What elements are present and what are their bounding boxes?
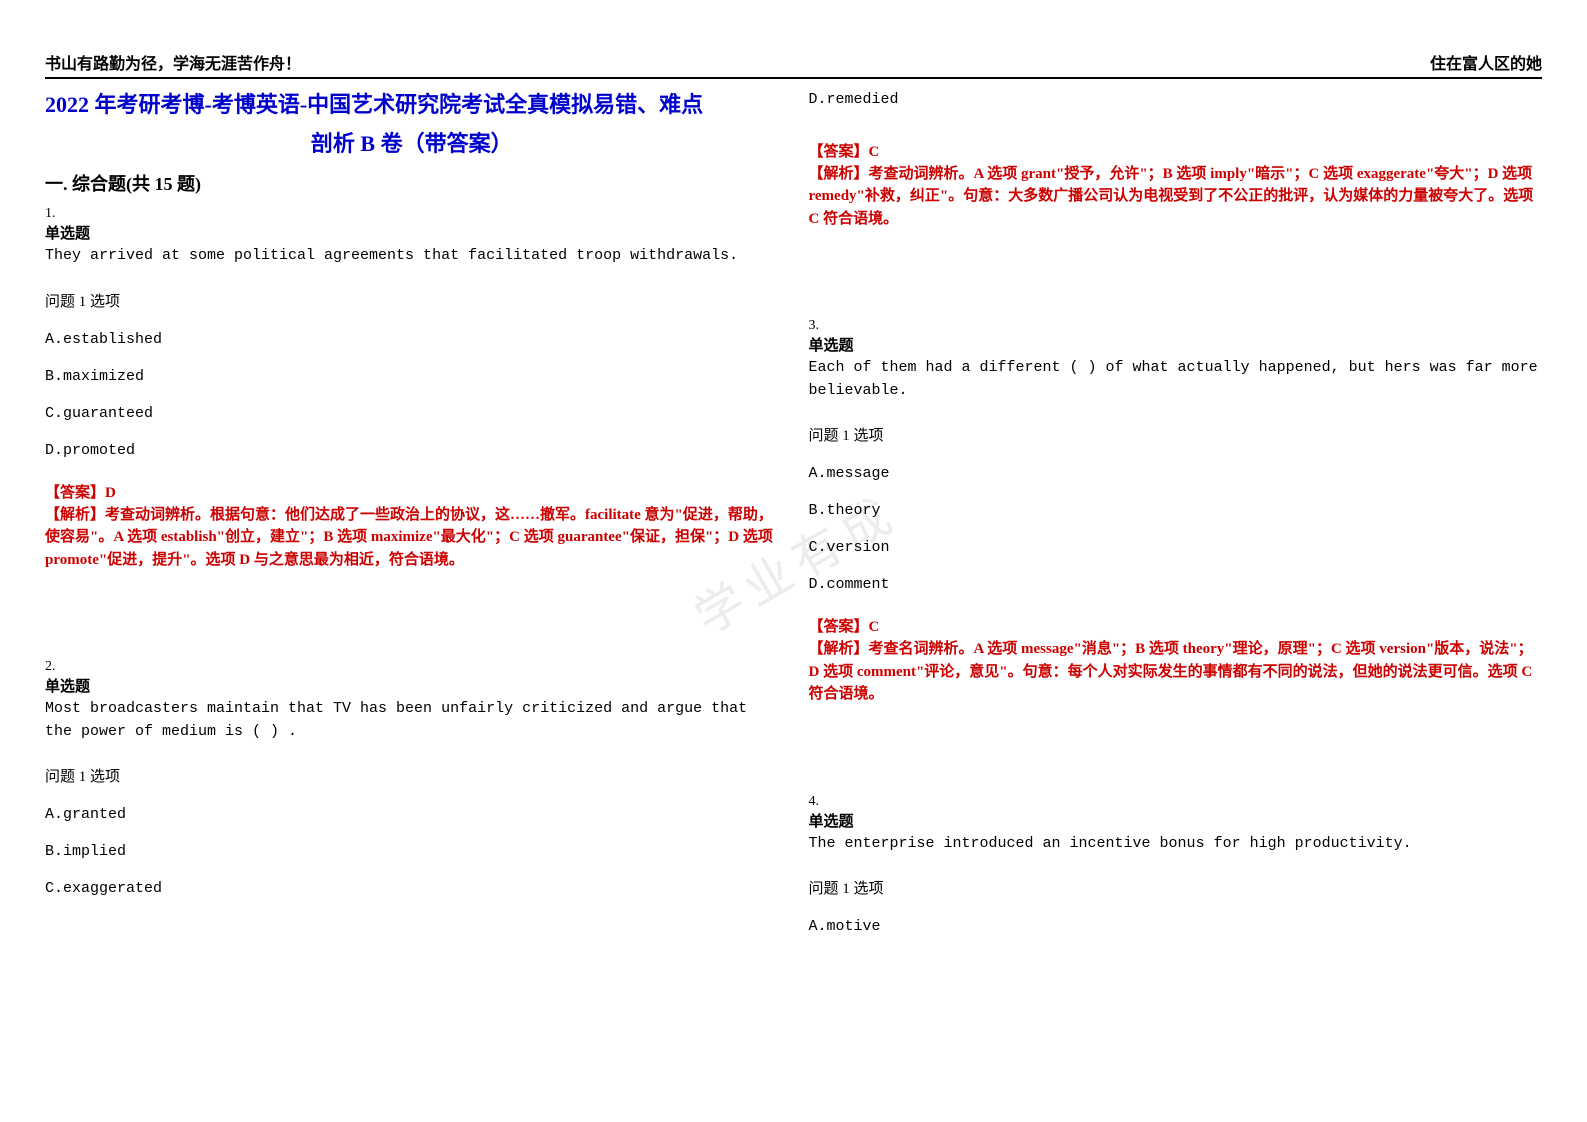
- q1-number: 1.: [45, 206, 779, 222]
- q1-type: 单选题: [45, 222, 779, 243]
- q3-answer-block: 【答案】C 【解析】考查名词辨析。A 选项 message"消息"；B 选项 t…: [809, 615, 1543, 706]
- q3-option-d: D.comment: [809, 576, 1543, 593]
- q2-option-c: C.exaggerated: [45, 880, 779, 897]
- page-content: 书山有路勤为径，学海无涯苦作舟！ 住在富人区的她 2022 年考研考博-考博英语…: [45, 50, 1542, 935]
- q1-option-d: D.promoted: [45, 442, 779, 459]
- q3-text: Each of them had a different ( ) of what…: [809, 357, 1543, 402]
- q1-option-c: C.guaranteed: [45, 405, 779, 422]
- q4-type: 单选题: [809, 810, 1543, 831]
- q1-answer-block: 【答案】D 【解析】考查动词辨析。根据句意：他们达成了一些政治上的协议，这……撤…: [45, 481, 779, 572]
- q1-option-heading: 问题 1 选项: [45, 290, 779, 311]
- q2-option-d: D.remedied: [809, 89, 1543, 112]
- q1-option-a: A.established: [45, 331, 779, 348]
- q4-text: The enterprise introduced an incentive b…: [809, 833, 1543, 856]
- exam-title-line2: 剖析 B 卷（带答案）: [45, 126, 779, 158]
- q1-answer-label: 【答案】D: [45, 481, 779, 502]
- q2-explanation: 【解析】考查动词辨析。A 选项 grant"授予，允许"；B 选项 imply"…: [809, 163, 1543, 231]
- header-left-text: 书山有路勤为径，学海无涯苦作舟！: [45, 50, 301, 74]
- q2-option-heading: 问题 1 选项: [45, 765, 779, 786]
- right-column: D.remedied 【答案】C 【解析】考查动词辨析。A 选项 grant"授…: [809, 87, 1543, 935]
- q2-option-b: B.implied: [45, 843, 779, 860]
- page-header: 书山有路勤为径，学海无涯苦作舟！ 住在富人区的她: [45, 50, 1542, 79]
- q3-answer-label: 【答案】C: [809, 615, 1543, 636]
- q2-answer-block: 【答案】C 【解析】考查动词辨析。A 选项 grant"授予，允许"；B 选项 …: [809, 140, 1543, 231]
- two-column-layout: 2022 年考研考博-考博英语-中国艺术研究院考试全真模拟易错、难点 剖析 B …: [45, 87, 1542, 935]
- q3-type: 单选题: [809, 334, 1543, 355]
- q1-option-b: B.maximized: [45, 368, 779, 385]
- q2-type: 单选题: [45, 675, 779, 696]
- q3-explanation: 【解析】考查名词辨析。A 选项 message"消息"；B 选项 theory"…: [809, 638, 1543, 706]
- header-right-text: 住在富人区的她: [1430, 50, 1542, 74]
- q2-number: 2.: [45, 659, 779, 675]
- q3-number: 3.: [809, 318, 1543, 334]
- q1-explanation: 【解析】考查动词辨析。根据句意：他们达成了一些政治上的协议，这……撤军。faci…: [45, 504, 779, 572]
- q4-number: 4.: [809, 794, 1543, 810]
- q4-option-a: A.motive: [809, 918, 1543, 935]
- left-column: 2022 年考研考博-考博英语-中国艺术研究院考试全真模拟易错、难点 剖析 B …: [45, 87, 779, 935]
- q3-option-b: B.theory: [809, 502, 1543, 519]
- q1-text: They arrived at some political agreement…: [45, 245, 779, 268]
- section-heading: 一. 综合题(共 15 题): [45, 170, 779, 196]
- q3-option-a: A.message: [809, 465, 1543, 482]
- q4-option-heading: 问题 1 选项: [809, 877, 1543, 898]
- q2-answer-label: 【答案】C: [809, 140, 1543, 161]
- q3-option-c: C.version: [809, 539, 1543, 556]
- q2-option-a: A.granted: [45, 806, 779, 823]
- q2-text: Most broadcasters maintain that TV has b…: [45, 698, 779, 743]
- exam-title-line1: 2022 年考研考博-考博英语-中国艺术研究院考试全真模拟易错、难点: [45, 87, 779, 122]
- q3-option-heading: 问题 1 选项: [809, 424, 1543, 445]
